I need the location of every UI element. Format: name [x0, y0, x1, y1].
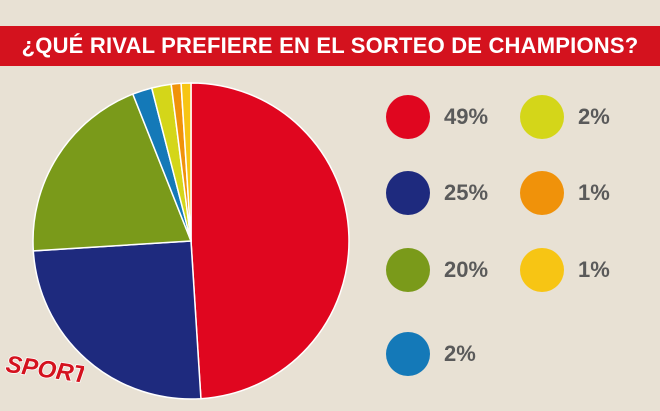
- legend-swatch: [386, 248, 430, 292]
- pie-slice: [190, 82, 350, 400]
- legend-label: 2%: [578, 104, 610, 129]
- legend-label: 25%: [444, 180, 489, 205]
- pie-svg: [32, 82, 350, 400]
- legend-item: 1%: [520, 248, 610, 292]
- pie-slice: [180, 82, 192, 242]
- legend-swatch: [386, 171, 430, 215]
- legend-item: 2%: [520, 95, 610, 139]
- title-bar: ¿QUÉ RIVAL PREFIERE EN EL SORTEO DE CHAM…: [0, 26, 660, 66]
- legend-swatch: [386, 332, 430, 376]
- legend-item: 1%: [520, 171, 610, 215]
- legend-swatch: [520, 171, 564, 215]
- legend-swatch: [520, 95, 564, 139]
- legend-swatch: [386, 95, 430, 139]
- logo-wordmark: SPORT: [4, 351, 84, 384]
- pie-slice: [32, 93, 193, 252]
- legend-swatch: [520, 248, 564, 292]
- pie-slice: [32, 240, 202, 400]
- sport-logo: SPORT: [4, 350, 84, 384]
- legend-item: 49%: [386, 95, 488, 139]
- legend-item: 20%: [386, 248, 488, 292]
- legend-label: 1%: [578, 257, 610, 282]
- legend-label: 2%: [444, 341, 476, 366]
- legend-item: 2%: [386, 332, 476, 376]
- pie-chart: [30, 80, 352, 402]
- legend-item: 25%: [386, 171, 488, 215]
- legend-label: 49%: [444, 104, 489, 129]
- legend-label: 20%: [444, 257, 489, 282]
- chart-title: ¿QUÉ RIVAL PREFIERE EN EL SORTEO DE CHAM…: [21, 33, 639, 58]
- legend-label: 1%: [578, 180, 610, 205]
